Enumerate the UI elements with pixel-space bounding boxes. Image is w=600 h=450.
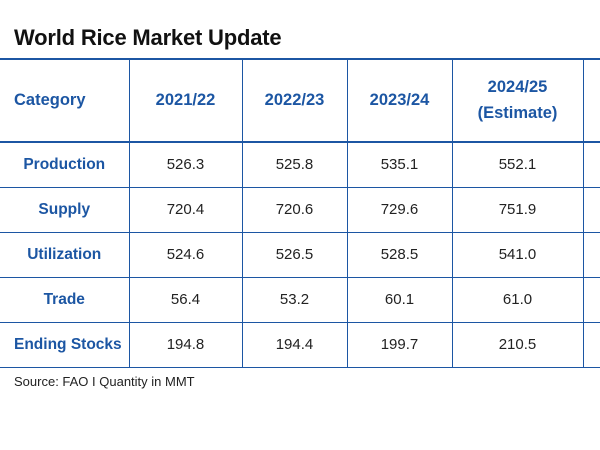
table-cell: 194.8	[129, 322, 243, 368]
column-header-2021-22: 2021/22	[129, 58, 243, 143]
table-cell: 729.6	[347, 187, 453, 233]
table-cell: 528.5	[347, 232, 453, 278]
table-cell: 751.9	[452, 187, 584, 233]
column-header-2024-25: 2024/25 (Estimate)	[452, 58, 584, 143]
table-cell-truncated	[583, 277, 600, 323]
table-cell: 194.4	[242, 322, 348, 368]
table-cell: 61.0	[452, 277, 584, 323]
table-cell: 720.4	[129, 187, 243, 233]
table-cell: 199.7	[347, 322, 453, 368]
table-header-row: Category 2021/22 2022/23 2023/24 2024/25…	[0, 58, 600, 143]
table-cell-truncated	[583, 142, 600, 188]
table-cell: 541.0	[452, 232, 584, 278]
table-cell: 210.5	[452, 322, 584, 368]
table-cell-truncated	[583, 322, 600, 368]
row-label-supply: Supply	[0, 187, 130, 233]
table-cell-truncated	[583, 232, 600, 278]
table-cell: 56.4	[129, 277, 243, 323]
source-note: Source: FAO I Quantity in MMT	[14, 374, 195, 389]
table-cell: 53.2	[242, 277, 348, 323]
table-row-ending-stocks: Ending Stocks 194.8 194.4 199.7 210.5	[0, 322, 600, 368]
table-row-production: Production 526.3 525.8 535.1 552.1	[0, 142, 600, 188]
row-label-utilization: Utilization	[0, 232, 130, 278]
row-label-ending-stocks: Ending Stocks	[0, 322, 130, 368]
page-title: World Rice Market Update	[14, 25, 282, 50]
column-header-2022-23: 2022/23	[242, 58, 348, 143]
table-cell: 525.8	[242, 142, 348, 188]
table-cell: 524.6	[129, 232, 243, 278]
table-cell-truncated	[583, 187, 600, 233]
row-label-trade: Trade	[0, 277, 130, 323]
column-header-2024-25-note: (Estimate)	[477, 103, 558, 122]
table-row-utilization: Utilization 524.6 526.5 528.5 541.0	[0, 232, 600, 278]
rice-market-table-container: Category 2021/22 2022/23 2023/24 2024/25…	[0, 58, 600, 370]
table-cell: 60.1	[347, 277, 453, 323]
table-cell: 720.6	[242, 187, 348, 233]
column-header-2024-25-year: 2024/25	[487, 77, 548, 96]
table-row-trade: Trade 56.4 53.2 60.1 61.0	[0, 277, 600, 323]
table-cell: 526.3	[129, 142, 243, 188]
table-cell: 552.1	[452, 142, 584, 188]
table-cell: 526.5	[242, 232, 348, 278]
column-header-truncated: (	[583, 58, 600, 143]
table-cell: 535.1	[347, 142, 453, 188]
column-header-2023-24: 2023/24	[347, 58, 453, 143]
table-row-supply: Supply 720.4 720.6 729.6 751.9	[0, 187, 600, 233]
column-header-category: Category	[0, 58, 130, 143]
rice-market-table: Category 2021/22 2022/23 2023/24 2024/25…	[0, 58, 600, 368]
row-label-production: Production	[0, 142, 130, 188]
